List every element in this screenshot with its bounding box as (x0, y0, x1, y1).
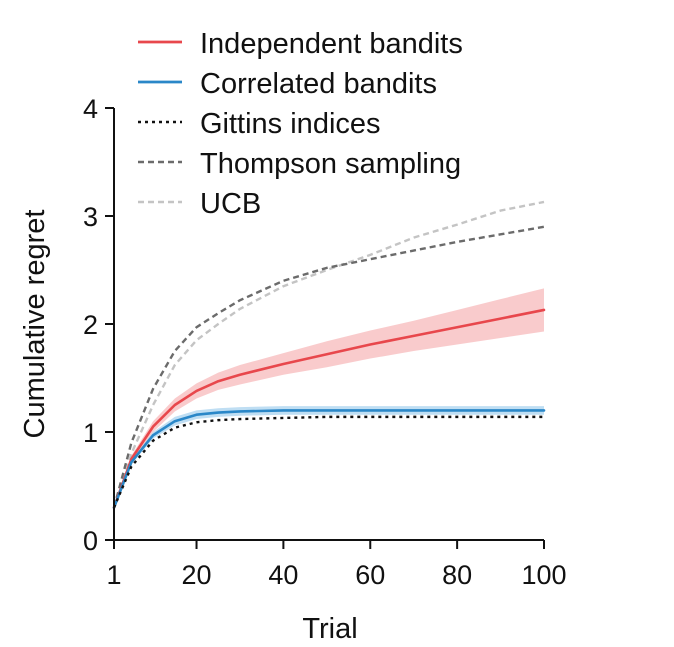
y-tick-label-4: 4 (83, 94, 98, 124)
legend: Independent bandits Correlated bandits Git… (138, 28, 463, 220)
x-tick-label-80: 80 (442, 560, 472, 590)
legend-label-thompson-sampling: Thompson sampling (200, 148, 461, 180)
x-tick-label-100: 100 (521, 560, 566, 590)
correlated-bandits-line (112, 409, 546, 509)
y-tick-label-0: 0 (83, 526, 98, 556)
x-tick-label-60: 60 (355, 560, 385, 590)
legend-label-independent-bandits: Independent bandits (200, 28, 463, 60)
x-tick-label-1: 1 (106, 560, 121, 590)
legend-label-correlated-bandits: Correlated bandits (200, 68, 437, 100)
legend-label-ucb: UCB (200, 188, 261, 220)
independent-bandits-line (112, 308, 546, 509)
y-tick-label-1: 1 (83, 418, 98, 448)
x-axis-label: Trial (302, 613, 357, 645)
legend-label-gittins-indices: Gittins indices (200, 108, 381, 140)
series-lines (112, 200, 546, 509)
thompson-sampling-line (112, 225, 545, 508)
x-tick-label-20: 20 (182, 560, 212, 590)
independent-bandits-band (114, 288, 544, 508)
y-tick-label-2: 2 (83, 310, 98, 340)
y-tick-label-3: 3 (83, 202, 98, 232)
gittins-indices-line (112, 415, 544, 509)
y-axis-label: Cumulative regret (19, 210, 51, 439)
confidence-bands (114, 288, 544, 508)
x-tick-label-40: 40 (268, 560, 298, 590)
